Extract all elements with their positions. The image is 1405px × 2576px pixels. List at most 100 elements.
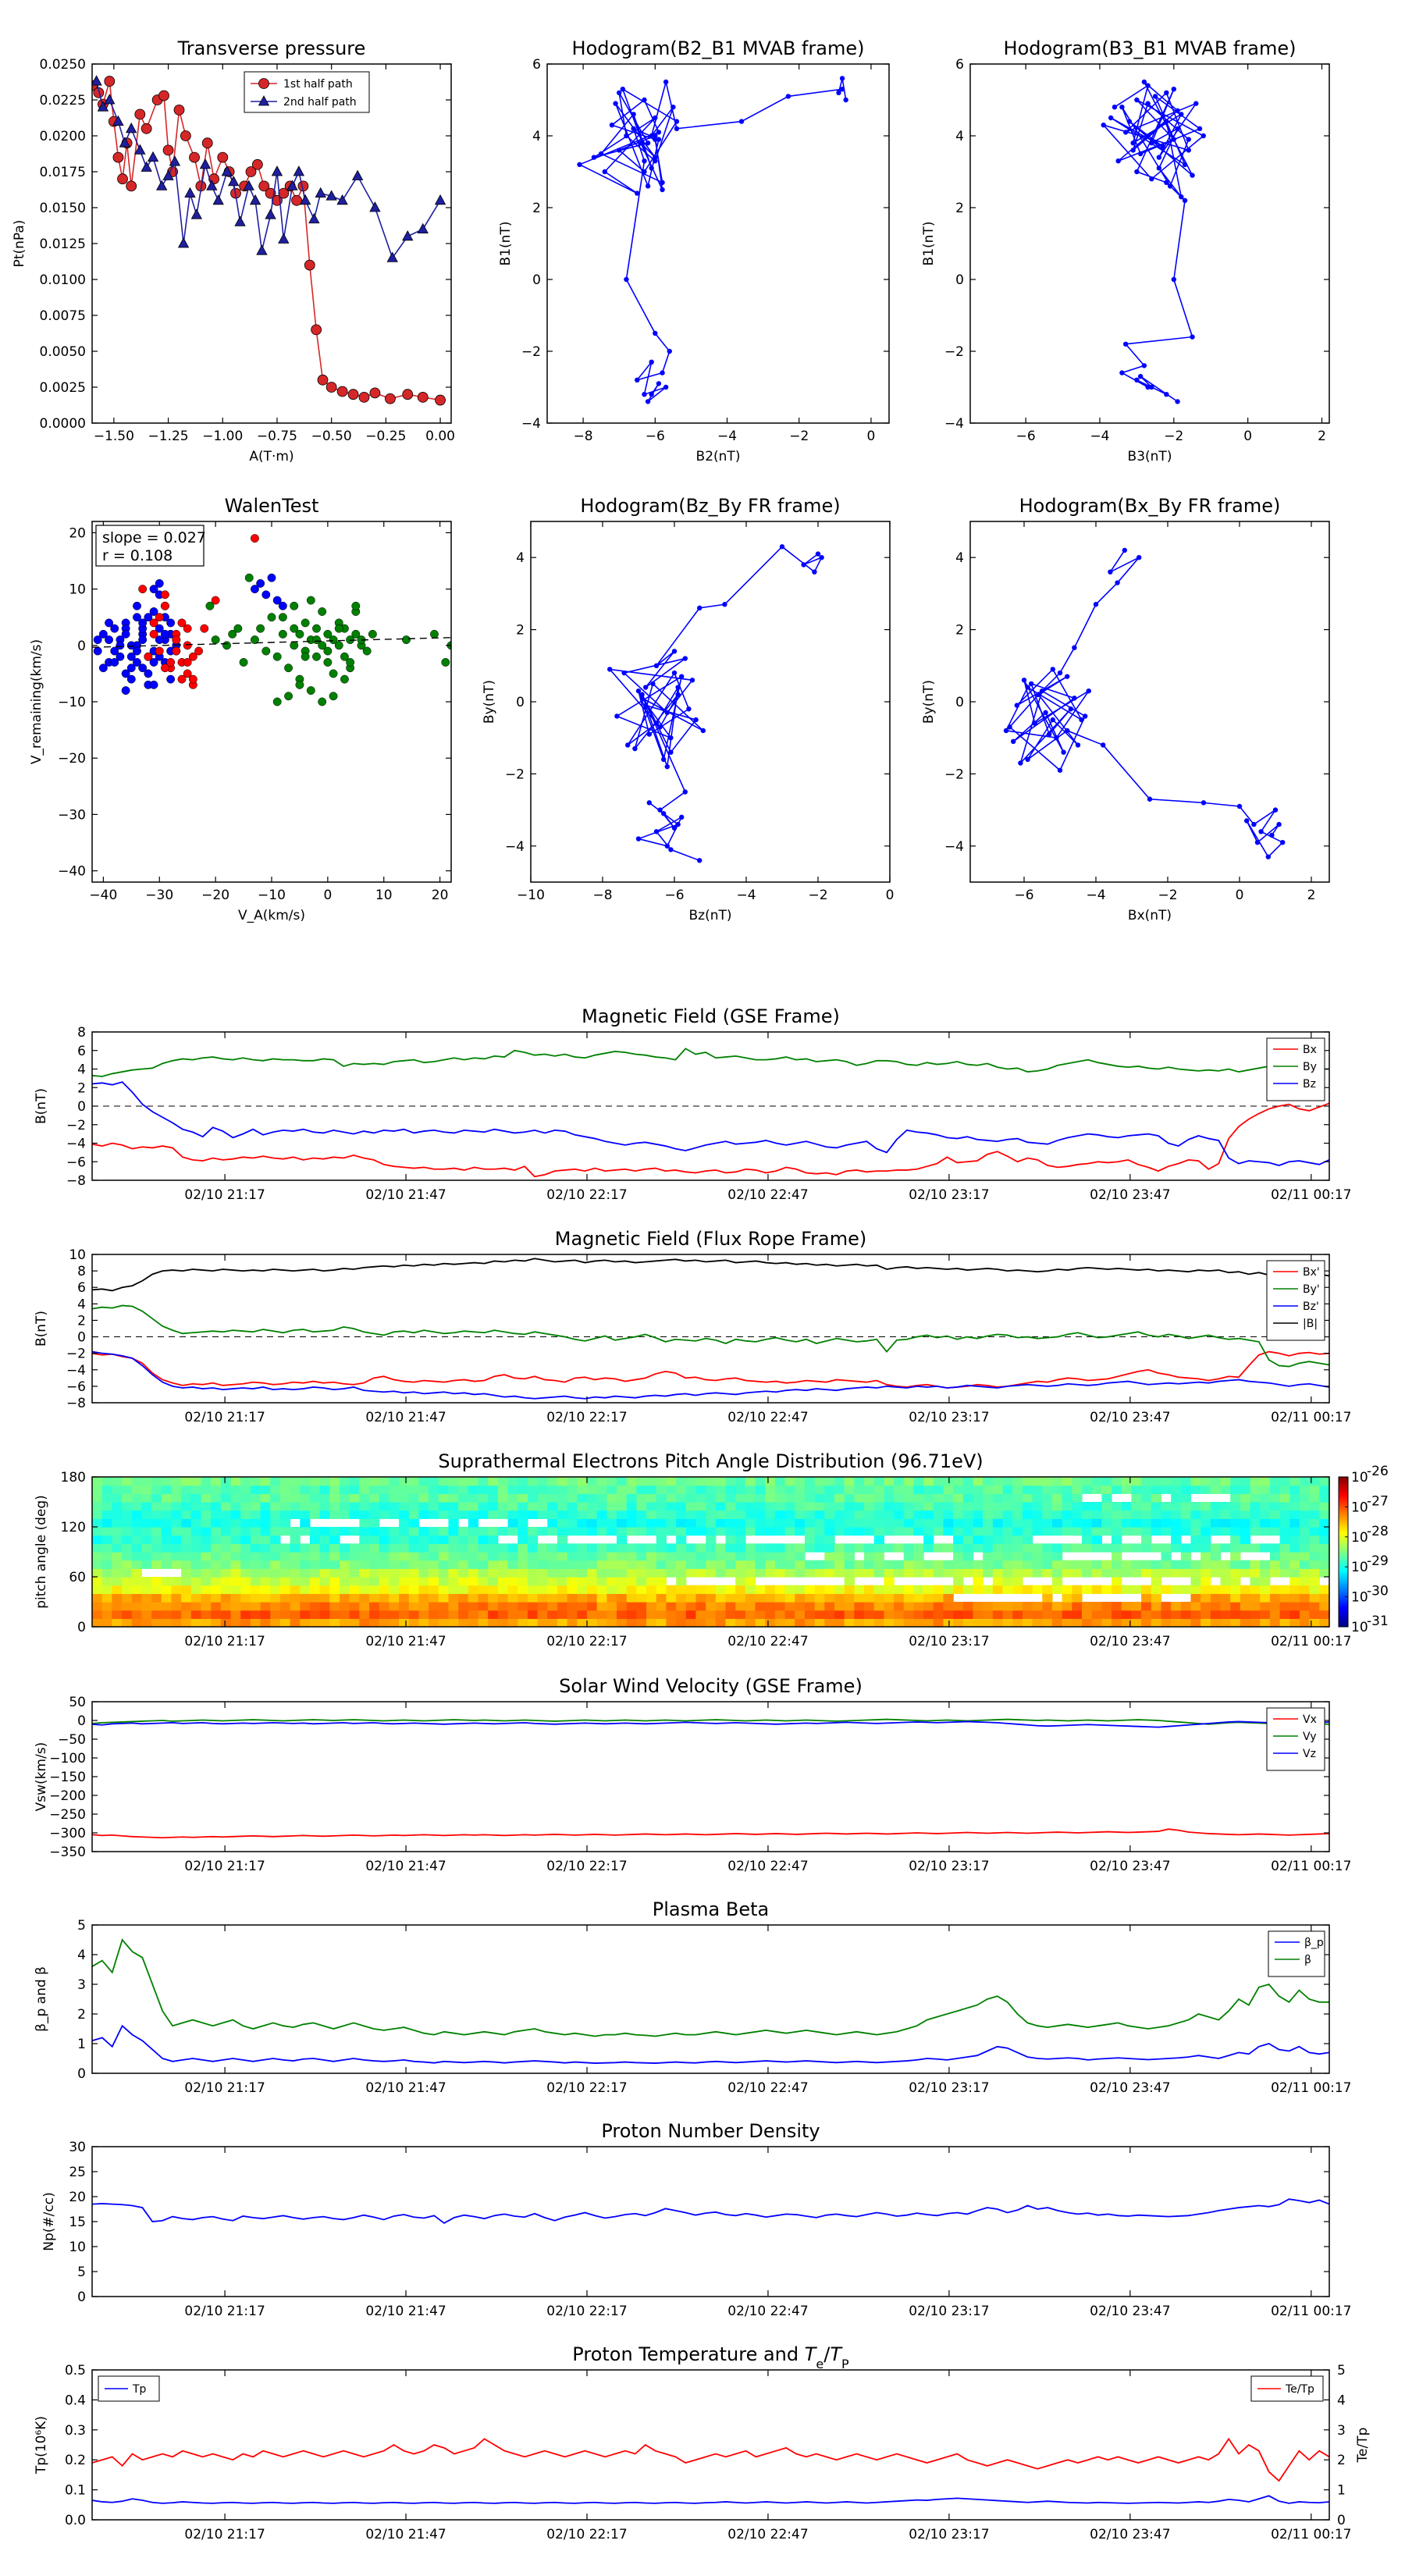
heatmap-cell <box>1319 1543 1329 1553</box>
heatmap-cell <box>943 1518 954 1528</box>
heatmap-cell <box>606 1552 617 1561</box>
data-point <box>1108 115 1114 121</box>
heatmap-cell <box>1082 1477 1093 1486</box>
heatmap-cell <box>1042 1593 1053 1603</box>
heatmap-cell <box>1190 1577 1201 1586</box>
heatmap-cell <box>270 1485 281 1494</box>
heatmap-cell <box>1220 1610 1231 1619</box>
heatmap-cell <box>290 1560 301 1569</box>
y-tick-label: −50 <box>58 1732 86 1748</box>
heatmap-cell <box>873 1477 884 1486</box>
heatmap-cell <box>122 1477 133 1486</box>
data-point <box>334 641 343 650</box>
legend-label: |B| <box>1303 1318 1318 1330</box>
data-point <box>144 669 153 678</box>
heatmap-cell <box>992 1518 1004 1528</box>
y-tick-label: 0.0225 <box>40 93 86 109</box>
heatmap-cell <box>300 1510 311 1519</box>
heatmap-cell <box>260 1568 271 1578</box>
heatmap-cell <box>765 1518 776 1528</box>
heatmap-cell <box>1091 1585 1102 1594</box>
heatmap-area <box>92 1477 1329 1627</box>
heatmap-cell <box>290 1602 301 1611</box>
data-point <box>1134 377 1140 382</box>
heatmap-cell <box>349 1585 360 1594</box>
data-point <box>134 109 146 120</box>
heatmap-cell <box>131 1552 142 1561</box>
heatmap-cell <box>1240 1477 1251 1486</box>
x-tick-label: 02/10 21:47 <box>365 2527 446 2542</box>
heatmap-cell <box>1299 1493 1311 1503</box>
heatmap-cell <box>1299 1568 1311 1578</box>
heatmap-cell <box>230 1543 241 1553</box>
heatmap-cell <box>903 1510 915 1519</box>
heatmap-cell <box>814 1610 825 1619</box>
heatmap-cell <box>765 1527 776 1536</box>
heatmap-cell <box>844 1502 855 1511</box>
plot-area <box>92 2198 1329 2224</box>
heatmap-cell <box>656 1518 667 1528</box>
heatmap-cell <box>329 1535 340 1544</box>
heatmap-cell <box>1042 1552 1053 1561</box>
data-point <box>323 629 333 639</box>
heatmap-cell <box>1289 1552 1300 1561</box>
heatmap-cell <box>735 1535 746 1544</box>
heatmap-cell <box>864 1518 875 1528</box>
heatmap-cell <box>617 1610 628 1619</box>
heatmap-cell <box>814 1543 825 1553</box>
heatmap-cell <box>1051 1518 1063 1528</box>
heatmap-cell <box>468 1577 479 1586</box>
heatmap-cell <box>527 1485 539 1494</box>
heatmap-cell <box>438 1527 450 1536</box>
heatmap-cell <box>1072 1610 1083 1619</box>
data-point <box>144 613 153 622</box>
data-point <box>323 658 333 667</box>
heatmap-cell <box>903 1610 915 1619</box>
heatmap-cell <box>973 1477 984 1486</box>
heatmap-cell <box>488 1618 499 1627</box>
heatmap-cell <box>1012 1552 1023 1561</box>
x-tick-label: 02/10 21:17 <box>184 1859 265 1874</box>
heatmap-cell <box>656 1543 667 1553</box>
heatmap-cell <box>201 1518 212 1528</box>
data-point <box>1093 602 1099 607</box>
data-point <box>1164 180 1169 185</box>
heatmap-cell <box>340 1485 350 1494</box>
data-point <box>1244 818 1250 824</box>
data-point <box>1021 678 1027 683</box>
heatmap-cell <box>1151 1602 1162 1611</box>
data-point <box>172 646 181 656</box>
heatmap-cell <box>270 1560 281 1569</box>
heatmap-cell <box>1279 1552 1290 1561</box>
heatmap-cell <box>666 1527 677 1536</box>
heatmap-cell <box>270 1535 281 1544</box>
data-point <box>653 829 660 834</box>
data-point <box>233 624 243 633</box>
annotation-text: slope = 0.027 <box>102 529 206 546</box>
legend-label: β_p <box>1304 1937 1324 1949</box>
y-axis-label: By(nT) <box>482 680 497 724</box>
chart-title: Plasma Beta <box>653 1898 769 1920</box>
title-part: e <box>816 2357 823 2371</box>
heatmap-cell <box>1319 1477 1329 1486</box>
heatmap-cell <box>131 1543 142 1553</box>
heatmap-cell <box>834 1502 845 1511</box>
heatmap-cell <box>1200 1593 1211 1603</box>
heatmap-cell <box>824 1593 835 1603</box>
heatmap-cell <box>706 1485 717 1494</box>
heatmap-cell <box>1141 1493 1152 1503</box>
heatmap-cell <box>112 1510 123 1519</box>
x-tick-label: 02/10 22:17 <box>546 1187 627 1203</box>
heatmap-cell <box>190 1535 202 1544</box>
heatmap-cell <box>873 1518 884 1528</box>
heatmap-cell <box>1289 1568 1300 1578</box>
heatmap-cell <box>369 1493 380 1503</box>
heatmap-cell <box>1220 1518 1231 1528</box>
y-right-tick-label: 5 <box>1337 2363 1346 2379</box>
heatmap-cell <box>211 1610 222 1619</box>
heatmap-cell <box>1230 1602 1241 1611</box>
data-point <box>347 389 359 400</box>
heatmap-cell <box>676 1552 687 1561</box>
y-tick-label: 0.0150 <box>40 201 86 216</box>
heatmap-cell <box>1240 1485 1251 1494</box>
